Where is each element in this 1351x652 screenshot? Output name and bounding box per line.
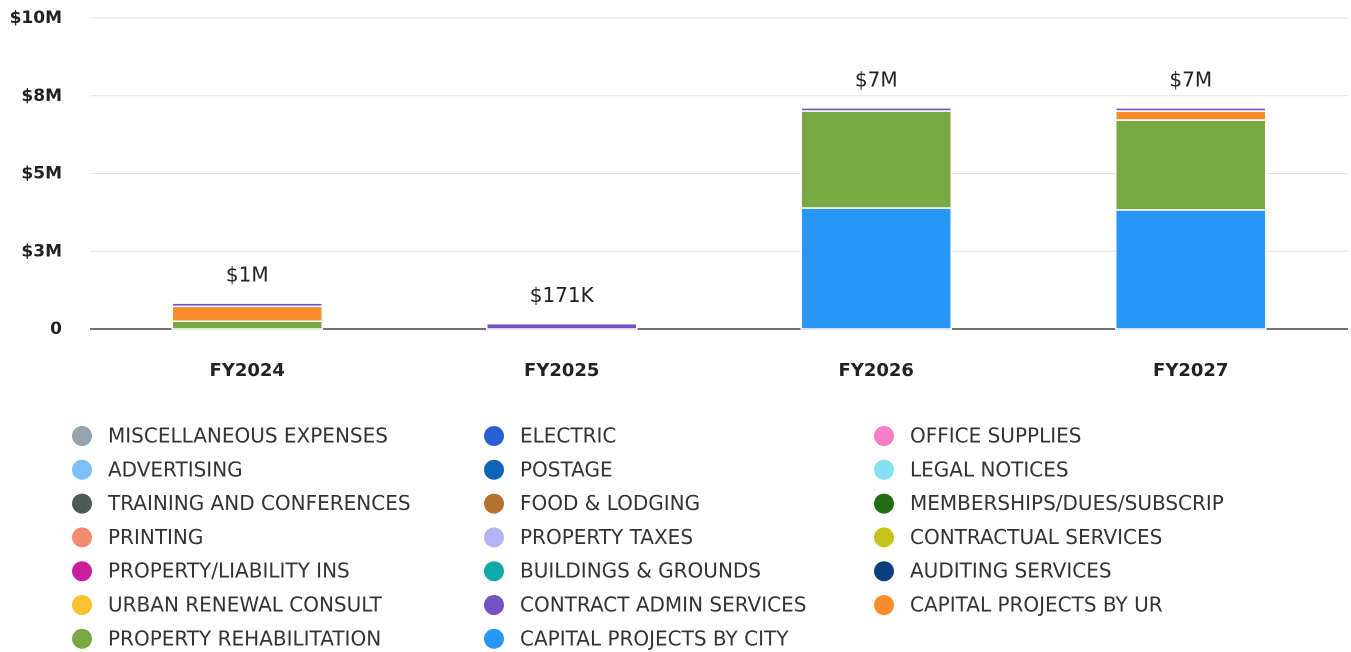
legend-swatch (874, 459, 894, 480)
legend-label: TRAINING AND CONFERENCES (107, 491, 411, 515)
x-tick-label: FY2027 (1153, 360, 1228, 381)
legend-label: FOOD & LODGING (520, 491, 700, 515)
legend-label: MEMBERSHIPS/DUES/SUBSCRIP (910, 491, 1224, 515)
legend-label: OFFICE SUPPLIES (910, 424, 1081, 448)
legend-swatch (484, 595, 504, 615)
x-tick-label: FY2024 (210, 360, 285, 381)
legend-swatch (484, 628, 504, 649)
legend-swatch (484, 426, 504, 446)
legend-label: MISCELLANEOUS EXPENSES (108, 424, 388, 448)
bar-segment (171, 320, 323, 330)
legend-swatch (874, 595, 894, 615)
total-label: $1M (226, 263, 269, 287)
bar-segment (171, 302, 323, 308)
bar-segment (1115, 110, 1267, 121)
legend-label: PROPERTY TAXES (520, 525, 693, 549)
x-tick-label: FY2025 (524, 360, 599, 381)
legend-label: ADVERTISING (108, 457, 243, 481)
legend-swatch (72, 628, 92, 649)
y-tick-label: $8M (21, 86, 62, 106)
legend-label: CAPITAL PROJECTS BY UR (910, 593, 1163, 617)
legend-swatch (72, 459, 92, 480)
bar-segment (171, 305, 323, 322)
legend-label: PROPERTY/LIABILITY INS (108, 559, 350, 583)
legend-swatch (484, 561, 504, 582)
bar-segment (1115, 119, 1267, 211)
legend-swatch (874, 426, 894, 446)
legend-swatch (72, 426, 92, 446)
total-label: $7M (855, 67, 898, 91)
legend-label: CAPITAL PROJECTS BY CITY (520, 626, 789, 650)
legend-swatch (484, 527, 504, 548)
legend-label: CONTRACT ADMIN SERVICES (520, 593, 806, 617)
legend-label: BUILDINGS & GROUNDS (520, 559, 761, 583)
legend-label: PRINTING (108, 525, 203, 549)
total-label: $171K (530, 283, 595, 307)
legend-swatch (484, 493, 504, 514)
legend-label: ELECTRIC (520, 424, 616, 448)
total-label: $7M (1169, 67, 1212, 91)
bar-segment (1115, 107, 1267, 112)
bar-segment (800, 110, 952, 209)
y-tick-label: 0 (50, 319, 62, 339)
legend-swatch (72, 527, 92, 548)
bar-segment (486, 322, 638, 330)
legend-swatch (484, 459, 504, 480)
y-tick-label: $10M (10, 8, 62, 28)
legend-swatch (874, 527, 894, 548)
legend-label: PROPERTY REHABILITATION (108, 626, 381, 650)
y-tick-label: $3M (21, 241, 62, 261)
legend-swatch (72, 595, 92, 615)
bar-segment (800, 207, 952, 330)
bar-segment (800, 107, 952, 112)
legend-label: POSTAGE (520, 457, 613, 481)
legend-label: CONTRACTUAL SERVICES (910, 525, 1162, 549)
legend-swatch (72, 493, 92, 514)
legend-label: LEGAL NOTICES (910, 457, 1069, 481)
bar-segment (1115, 209, 1267, 330)
legend-label: URBAN RENEWAL CONSULT (108, 593, 383, 617)
legend-swatch (72, 561, 92, 582)
legend-swatch (874, 493, 894, 514)
x-tick-label: FY2026 (839, 360, 914, 381)
legend-swatch (874, 561, 894, 582)
legend-label: AUDITING SERVICES (910, 559, 1112, 583)
y-tick-label: $5M (21, 164, 62, 184)
